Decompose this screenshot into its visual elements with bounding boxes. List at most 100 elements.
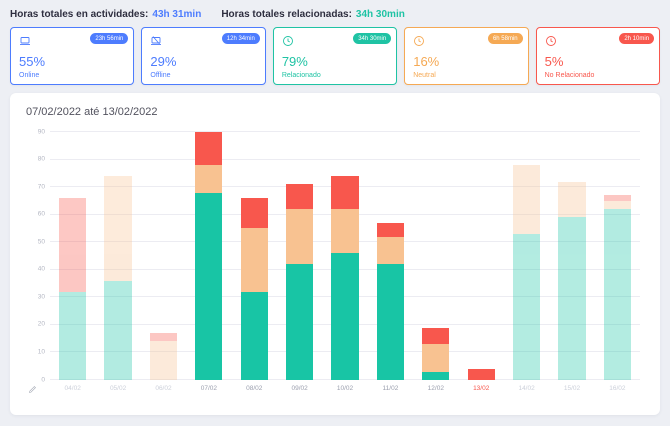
bar-slot[interactable]: [322, 132, 367, 380]
x-axis-label: 05/02: [109, 385, 127, 392]
card-label: Online: [19, 72, 40, 79]
stat-cards-row: 23h 56min 55% Online 12h 34min 29% Offli…: [0, 27, 670, 85]
card-relacionado[interactable]: 34h 30min 79% Relacionado: [272, 27, 398, 85]
clock-icon: [413, 35, 425, 47]
bar-segment: [603, 195, 631, 201]
bars-layer: [50, 132, 640, 380]
y-axis-label: 20: [37, 320, 45, 328]
stacked-bar[interactable]: [558, 132, 586, 380]
stacked-bar[interactable]: [286, 132, 314, 380]
stacked-bar[interactable]: [331, 132, 359, 380]
bar-segment: [558, 181, 586, 218]
related-total-value: 34h 30min: [355, 9, 405, 20]
edit-icon[interactable]: [28, 385, 37, 394]
bar-segment: [512, 233, 541, 380]
percent-value: 5%: [544, 54, 564, 69]
plot-area: 0 10 20 30 40 50 60 70 80 90: [29, 128, 640, 393]
bar-segment: [286, 264, 314, 380]
bar-segment: [286, 209, 314, 265]
bar-segment: [240, 291, 268, 380]
stacked-bar[interactable]: [512, 132, 541, 380]
card-no-relacionado[interactable]: 2h 10min 5% No Relacionado: [535, 27, 661, 85]
x-axis-label: 13/02: [473, 385, 490, 392]
stacked-bar[interactable]: [467, 132, 495, 380]
stacked-bar[interactable]: [422, 132, 450, 380]
activities-total-label: Horas totales en actividades:: [10, 9, 149, 20]
percent-value: 79%: [281, 54, 308, 69]
y-axis-label: 80: [37, 155, 45, 163]
related-total-label: Horas totales relacionadas:: [221, 9, 352, 20]
bar-segment: [467, 368, 495, 380]
x-axis-label: 11/02: [382, 385, 399, 392]
y-axis-label: 70: [37, 182, 45, 190]
card-offline[interactable]: 12h 34min 29% Offline: [141, 27, 266, 85]
activities-total-value: 43h 31min: [152, 9, 202, 20]
y-axis-label: 30: [37, 293, 45, 301]
bar-slot[interactable]: [595, 132, 640, 380]
clock-icon: [545, 35, 557, 47]
bar-segment: [331, 176, 359, 210]
duration-badge: 6h 58min: [487, 33, 523, 44]
bar-slot[interactable]: [413, 132, 458, 380]
weekly-chart-card: 07/02/2022 até 13/02/2022 0 10 20 30 40 50 60 7…: [10, 93, 660, 415]
bar-segment: [422, 327, 450, 345]
card-label: No Relacionado: [544, 72, 595, 79]
y-axis-label: 50: [37, 237, 45, 245]
bar-slot[interactable]: [141, 132, 186, 380]
card-label: Neutral: [413, 72, 436, 79]
laptop-off-icon: [150, 35, 162, 47]
card-online[interactable]: 23h 56min 55% Online: [10, 27, 135, 85]
percent-value: 29%: [150, 54, 177, 69]
y-axis-label: 90: [37, 127, 45, 135]
bar-slot[interactable]: [95, 132, 140, 380]
bar-segment: [376, 222, 405, 237]
y-axis-label: 60: [37, 210, 45, 218]
bar-segment: [603, 200, 631, 210]
x-labels: 04/02 05/02 06/02 07/02 08/02 09/02 10/02 11/02…: [50, 385, 640, 392]
x-axis-label: 12/02: [427, 385, 444, 392]
stacked-bar[interactable]: [195, 132, 223, 380]
duration-badge: 12h 34min: [221, 33, 260, 44]
duration-badge: 23h 56min: [90, 33, 129, 44]
bar-segment: [149, 333, 178, 342]
bar-segment: [195, 132, 223, 166]
stacked-bar[interactable]: [603, 132, 631, 380]
x-axis-label: 14/02: [518, 385, 535, 392]
y-axis-label: 0: [41, 375, 45, 383]
x-axis-label: 08/02: [246, 385, 263, 392]
bar-segment: [104, 280, 132, 380]
stacked-bar[interactable]: [104, 132, 132, 380]
card-neutral[interactable]: 6h 58min 16% Neutral: [404, 27, 529, 85]
bar-segment: [512, 165, 541, 234]
stacked-bar[interactable]: [240, 132, 268, 380]
bar-segment: [376, 236, 405, 265]
stacked-bar[interactable]: [149, 132, 178, 380]
bar-segment: [376, 264, 405, 380]
bar-slot[interactable]: [368, 132, 413, 380]
bar-segment: [422, 371, 450, 380]
date-range-title: 07/02/2022 até 13/02/2022: [26, 106, 158, 118]
card-label: Relacionado: [281, 72, 321, 79]
bar-segment: [422, 344, 450, 372]
card-label: Offline: [150, 72, 171, 79]
bar-slot[interactable]: [232, 132, 277, 380]
bar-slot[interactable]: [186, 132, 231, 380]
bar-slot[interactable]: [459, 132, 504, 380]
bar-segment: [104, 176, 132, 281]
x-axis-label: 07/02: [200, 385, 217, 392]
x-axis-label: 15/02: [563, 385, 581, 392]
duration-badge: 34h 30min: [353, 33, 392, 44]
y-axis-label: 40: [37, 265, 45, 273]
bar-slot[interactable]: [549, 132, 594, 380]
bar-segment: [286, 184, 314, 210]
bar-segment: [331, 253, 359, 380]
x-axis-label: 16/02: [609, 385, 626, 392]
duration-badge: 2h 10min: [619, 33, 655, 44]
bar-slot[interactable]: [50, 132, 95, 380]
stacked-bar[interactable]: [376, 132, 405, 380]
clock-icon: [282, 35, 294, 47]
stacked-bar[interactable]: [59, 132, 87, 380]
bar-slot[interactable]: [504, 132, 549, 380]
bar-slot[interactable]: [277, 132, 322, 380]
totals-header: Horas totales en actividades: 43h 31min …: [0, 0, 670, 27]
